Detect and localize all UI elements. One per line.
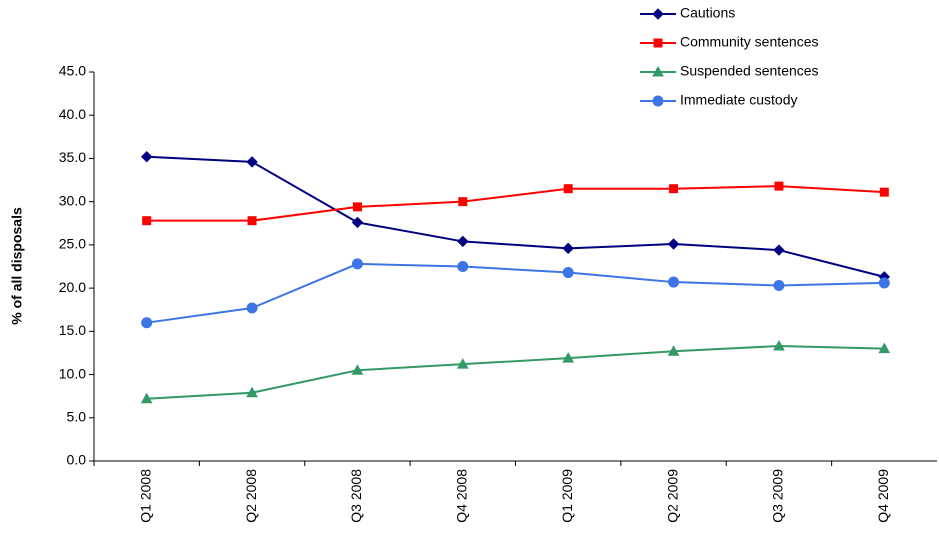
x-tick-label: Q4 2009 — [875, 469, 891, 523]
x-tick-label: Q3 2009 — [770, 469, 786, 523]
data-point — [878, 277, 890, 289]
x-tick-label: Q2 2009 — [664, 469, 680, 523]
x-tick-label: Q1 2009 — [559, 469, 575, 523]
legend-marker — [652, 95, 664, 107]
y-tick-label: 25.0 — [59, 236, 86, 252]
y-tick-label: 35.0 — [59, 149, 86, 165]
y-tick-label: 15.0 — [59, 322, 86, 338]
data-point — [668, 276, 680, 288]
data-point — [562, 267, 574, 279]
data-point — [773, 280, 785, 292]
y-axis-label: % of all disposals — [9, 207, 25, 325]
y-tick-label: 10.0 — [59, 365, 86, 381]
legend-label: Cautions — [680, 5, 735, 21]
series-line — [146, 155, 885, 278]
legend-label: Suspended sentences — [680, 63, 819, 79]
data-point — [773, 339, 785, 351]
data-point — [669, 184, 679, 194]
y-tick-label: 0.0 — [67, 452, 87, 468]
series-line — [146, 185, 885, 222]
data-point — [351, 258, 363, 270]
data-point — [246, 156, 258, 168]
data-point — [142, 216, 152, 226]
data-point — [773, 244, 785, 256]
data-point — [456, 358, 469, 369]
data-point — [562, 242, 574, 255]
data-point — [457, 261, 469, 272]
data-point — [667, 238, 680, 250]
series-line — [146, 262, 885, 324]
data-point — [562, 352, 575, 363]
data-point — [879, 187, 889, 197]
data-point — [457, 235, 469, 248]
legend-marker — [652, 65, 664, 77]
y-tick-label: 45.0 — [59, 63, 86, 79]
data-point — [140, 392, 153, 404]
legend-marker — [653, 38, 663, 48]
data-point — [878, 342, 891, 354]
legend-label: Immediate custody — [680, 92, 798, 108]
x-tick-label: Q2 2008 — [243, 469, 259, 523]
data-point — [140, 151, 153, 163]
data-point — [563, 184, 573, 194]
y-tick-label: 20.0 — [59, 279, 86, 295]
y-tick-label: 5.0 — [67, 408, 87, 424]
data-point — [667, 345, 680, 356]
data-point — [141, 317, 153, 329]
data-point — [774, 181, 784, 191]
legend-label: Community sentences — [680, 34, 819, 50]
data-point — [352, 202, 362, 212]
y-tick-label: 40.0 — [59, 106, 86, 122]
data-point — [246, 386, 258, 398]
x-tick-label: Q3 2008 — [348, 469, 364, 523]
data-point — [247, 216, 257, 226]
x-tick-label: Q4 2008 — [454, 469, 470, 523]
data-point — [351, 364, 364, 375]
legend-marker — [652, 8, 664, 20]
y-tick-label: 30.0 — [59, 192, 86, 208]
data-point — [246, 302, 258, 314]
series-line — [146, 345, 885, 400]
data-point — [458, 197, 468, 207]
x-tick-label: Q1 2008 — [137, 469, 153, 523]
data-point — [351, 216, 364, 229]
